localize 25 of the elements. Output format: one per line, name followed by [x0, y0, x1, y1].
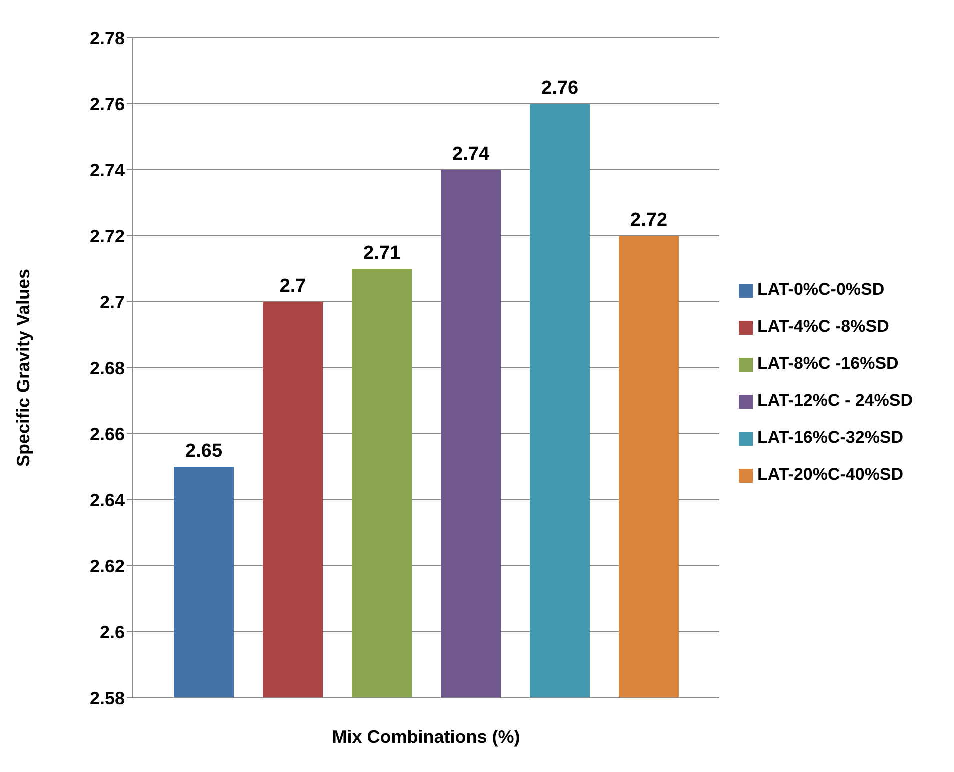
data-label: 2.71	[364, 243, 401, 264]
y-tick-label: 2.58	[90, 688, 125, 708]
legend-label: LAT-8%C -16%SD	[757, 354, 899, 373]
x-axis-title: Mix Combinations (%)	[332, 727, 520, 747]
y-tick-label: 2.78	[90, 28, 125, 48]
data-label: 2.65	[186, 441, 223, 462]
y-tick-label: 2.7	[100, 292, 125, 312]
data-label: 2.72	[630, 210, 668, 231]
y-tick-label: 2.76	[90, 94, 125, 114]
legend-label: LAT-12%C - 24%SD	[757, 391, 913, 410]
legend-label: LAT-4%C -8%SD	[757, 317, 890, 336]
y-tick-label: 2.68	[90, 358, 125, 378]
y-tick-label: 2.66	[90, 424, 125, 444]
legend-label: LAT-0%C-0%SD	[757, 280, 885, 299]
y-axis-title: Specific Gravity Values	[13, 268, 34, 468]
data-label: 2.74	[452, 144, 490, 165]
y-tick-label: 2.74	[90, 160, 125, 180]
y-tick-label: 2.62	[90, 556, 125, 576]
y-tick-label: 2.6	[100, 622, 125, 642]
legend-label: LAT-20%C-40%SD	[757, 465, 904, 484]
data-label: 2.7	[280, 276, 306, 297]
legend-label: LAT-16%C-32%SD	[757, 428, 904, 447]
data-label: 2.76	[542, 78, 579, 99]
y-tick-label: 2.72	[90, 226, 125, 246]
y-tick-label: 2.64	[90, 490, 125, 510]
